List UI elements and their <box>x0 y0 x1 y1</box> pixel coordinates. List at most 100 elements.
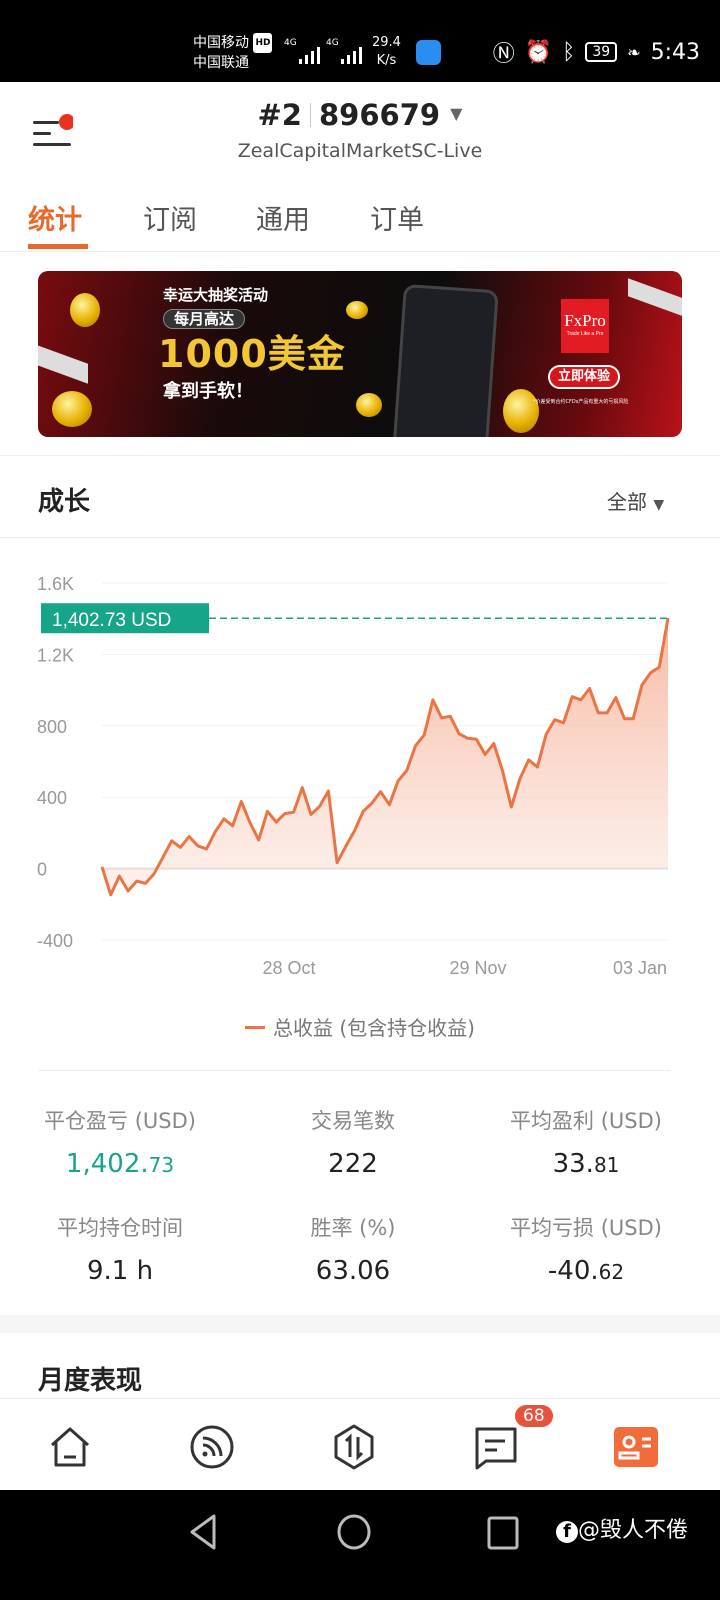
tab-orders[interactable]: 订单 <box>370 205 424 236</box>
series-area <box>102 618 668 895</box>
data-point <box>554 719 556 721</box>
data-point <box>467 737 469 739</box>
feed-icon[interactable] <box>188 1423 236 1471</box>
chart-legend[interactable]: 总收益 (包含持仓收益) <box>0 1012 720 1041</box>
period-filter[interactable]: 全部 ▼ <box>607 490 665 514</box>
server-name: ZealCapitalMarketSC-Live <box>237 140 483 162</box>
banner-disclaimer: *价差受到合约CFDs产品有重大的亏损风险 <box>533 399 629 405</box>
data-point <box>536 766 538 768</box>
messages-icon[interactable] <box>472 1423 520 1471</box>
signal-bars-icon <box>298 47 320 64</box>
data-point <box>275 821 277 823</box>
tab-stats[interactable]: 统计 <box>28 205 82 236</box>
menu-icon[interactable] <box>33 113 73 153</box>
y-tick-label: 1.2K <box>37 645 74 665</box>
data-point <box>458 733 460 735</box>
tab-general[interactable]: 通用 <box>256 205 310 236</box>
data-point <box>589 687 591 689</box>
battery-icon: 39 <box>585 42 618 62</box>
status-right: Ⓝ ⏰ ᛒ 39 ❧ 5:43 <box>493 36 700 68</box>
account-selector[interactable]: #2 896679 ▼ <box>0 98 720 132</box>
data-point <box>284 813 286 815</box>
home-icon[interactable] <box>46 1423 94 1471</box>
data-point <box>171 840 173 842</box>
data-point <box>249 822 251 824</box>
data-point <box>232 825 234 827</box>
tab-subscribe[interactable]: 订阅 <box>143 205 197 236</box>
data-point <box>110 894 112 896</box>
bottom-nav <box>0 1398 720 1490</box>
data-point <box>510 806 512 808</box>
data-point <box>214 831 216 833</box>
coin-image <box>52 391 92 427</box>
data-point <box>623 718 625 720</box>
recents-icon[interactable] <box>486 1514 520 1552</box>
banner-line4: 拿到手软！ <box>163 381 253 402</box>
banner-stripe <box>38 338 88 384</box>
signal-icon-1: 4G <box>284 38 321 64</box>
current-value-label: 1,402.73 USD <box>52 610 171 631</box>
data-point <box>380 791 382 793</box>
alarm-icon: ⏰ <box>524 39 553 65</box>
data-point <box>301 787 303 789</box>
carrier-2: 中国联通 <box>193 55 249 71</box>
data-point <box>136 880 138 882</box>
header <box>0 82 720 252</box>
stat-trade-count: 交易笔数 222 <box>311 1109 395 1179</box>
data-point <box>101 866 103 868</box>
network-speed: 29.4 K/s <box>372 35 401 68</box>
back-icon[interactable] <box>186 1512 220 1552</box>
data-point <box>397 780 399 782</box>
data-point <box>179 846 181 848</box>
banner-stripe <box>628 278 682 322</box>
data-point <box>571 696 573 698</box>
x-tick-label: 29 Nov <box>449 958 506 978</box>
data-point <box>319 805 321 807</box>
data-point <box>145 882 147 884</box>
data-point <box>519 777 521 779</box>
caret-down-icon: ▼ <box>653 497 665 513</box>
data-point <box>345 845 347 847</box>
data-point <box>310 814 312 816</box>
data-point <box>388 804 390 806</box>
coin-image <box>356 393 382 417</box>
data-point <box>162 856 164 858</box>
data-point <box>563 722 565 724</box>
banner-line2: 每月高达 <box>163 309 246 329</box>
data-point <box>493 742 495 744</box>
y-tick-label: -400 <box>37 931 73 951</box>
facebook-icon: f <box>556 1521 578 1543</box>
current-value-tag <box>41 603 209 634</box>
try-now-button[interactable]: 立即体验 <box>548 365 621 389</box>
carrier-1: 中国移动 <box>193 35 249 51</box>
data-point <box>240 800 242 802</box>
promo-banner[interactable]: 幸运大抽奖活动 每月高达 1000美金 拿到手软！ FxPro Trade Lik… <box>38 271 682 437</box>
account-number: 896679 <box>318 98 441 132</box>
data-point <box>188 835 190 837</box>
data-point <box>650 672 652 674</box>
data-point <box>580 699 582 701</box>
system-nav-bar <box>0 1490 720 1600</box>
stat-avg-hold-time: 平均持仓时间 9.1 h <box>57 1216 183 1286</box>
x-tick-label: 28 Oct <box>262 958 315 978</box>
data-point <box>528 759 530 761</box>
data-point <box>293 811 295 813</box>
legend-label: 总收益 (包含持仓收益) <box>273 1016 475 1040</box>
coin-image <box>503 389 539 433</box>
data-point <box>223 818 225 820</box>
data-point <box>336 862 338 864</box>
divider <box>0 537 720 538</box>
growth-title: 成长 <box>38 487 91 517</box>
data-point <box>362 810 364 812</box>
y-tick-label: 1.6K <box>37 574 74 594</box>
divider <box>38 1070 670 1071</box>
home-button-icon[interactable] <box>336 1512 372 1552</box>
data-point <box>327 790 329 792</box>
leaf-icon: ❧ <box>627 42 641 62</box>
legend-swatch <box>245 1026 266 1029</box>
status-bar: 中国移动 HD 中国联通 4G 4G 29.4 K/s Ⓝ ⏰ ᛒ 39 ❧ 5:4… <box>0 0 720 82</box>
series-line <box>100 617 670 897</box>
data-point <box>205 848 207 850</box>
profile-icon[interactable] <box>612 1423 660 1471</box>
trade-icon[interactable] <box>330 1423 378 1471</box>
